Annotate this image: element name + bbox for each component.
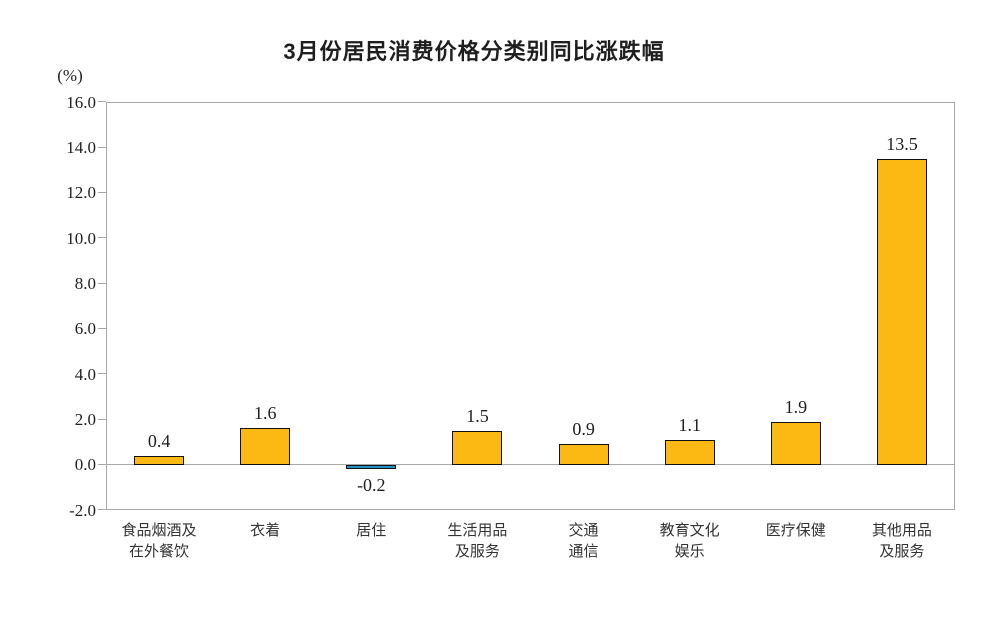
- y-axis-tick-label: 14.0: [66, 137, 96, 157]
- category-label-3: 居住: [356, 522, 387, 539]
- bar-6: [664, 439, 715, 465]
- y-axis-tick-label: 8.0: [74, 273, 96, 293]
- y-axis-tick-label: 2.0: [74, 409, 96, 429]
- chart-title: 3月份居民消费价格分类别同比涨跌幅: [283, 39, 665, 64]
- y-axis-tick: [98, 463, 106, 465]
- y-axis-tick: [98, 237, 106, 239]
- category-label-7: 医疗保健: [765, 522, 826, 539]
- y-axis-tick-label: 10.0: [66, 228, 96, 248]
- y-axis-tick: [98, 146, 106, 148]
- bar-7: [770, 421, 821, 465]
- category-label-8: 其他用品 及服务: [871, 522, 932, 560]
- y-axis-tick: [98, 191, 106, 193]
- bar-value-label-5: 0.9: [572, 419, 595, 440]
- plot-area: [106, 102, 955, 510]
- bar-3: [346, 464, 397, 470]
- category-label-6: 教育文化 娱乐: [659, 522, 720, 560]
- bar-1: [134, 455, 185, 465]
- bar-8: [876, 158, 927, 465]
- y-axis-tick: [98, 373, 106, 375]
- y-axis-tick: [98, 418, 106, 420]
- bar-value-label-7: 1.9: [784, 396, 808, 417]
- bar-2: [240, 428, 291, 465]
- y-axis-tick: [98, 101, 106, 103]
- bar-5: [558, 444, 609, 465]
- y-axis-unit-label: (%): [57, 66, 83, 85]
- bar-value-label-4: 1.5: [466, 405, 489, 426]
- category-label-1: 食品烟酒及 在外餐饮: [121, 522, 197, 560]
- bar-value-label-6: 1.1: [678, 414, 701, 435]
- y-axis-tick-label: 12.0: [66, 183, 96, 203]
- y-axis-tick-label: 0.0: [74, 455, 96, 475]
- bar-value-label-1: 0.4: [147, 430, 171, 451]
- y-axis-tick: [98, 509, 106, 511]
- zero-baseline: [106, 463, 955, 465]
- y-axis-tick-label: 16.0: [66, 92, 96, 112]
- y-axis-tick: [98, 282, 106, 284]
- bar-value-label-2: 1.6: [253, 403, 277, 424]
- y-axis-tick: [98, 327, 106, 329]
- y-axis-tick-label: 6.0: [74, 319, 96, 339]
- category-label-5: 交通 通信: [568, 522, 599, 560]
- bar-value-label-3: -0.2: [357, 475, 386, 496]
- category-label-2: 衣着: [250, 522, 281, 539]
- bar-value-label-8: 13.5: [886, 133, 918, 154]
- y-axis-tick-label: -2.0: [69, 500, 96, 520]
- y-axis-tick-label: 4.0: [74, 364, 96, 384]
- category-label-4: 生活用品 及服务: [447, 522, 508, 560]
- bar-4: [452, 430, 503, 465]
